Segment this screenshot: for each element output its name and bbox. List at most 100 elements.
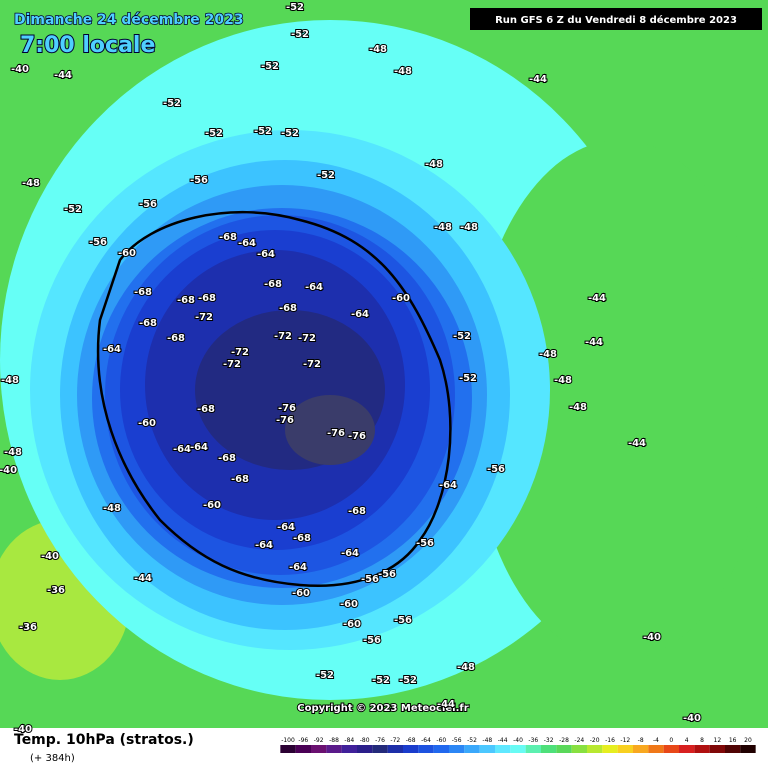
legend-swatch — [295, 745, 311, 753]
contour-label: -68 — [279, 303, 297, 314]
legend-tick-label: -64 — [421, 737, 431, 744]
contour-label: -48 — [369, 44, 387, 55]
legend-swatch — [541, 745, 557, 753]
legend-tick-label: -68 — [406, 737, 416, 744]
contour-label: -44 — [529, 74, 547, 85]
legend-tick-label: -8 — [638, 737, 644, 744]
contour-label: -76 — [348, 431, 366, 442]
contour-label: -64 — [439, 480, 457, 491]
legend-tick-label: -88 — [329, 737, 339, 744]
contour-label: -52 — [163, 98, 181, 109]
contour-label: -68 — [231, 474, 249, 485]
legend-swatch — [403, 745, 419, 753]
legend-tick-label: -56 — [452, 737, 462, 744]
contour-label: -48 — [1, 375, 19, 386]
contour-label: -64 — [351, 309, 369, 320]
contour-label: -68 — [218, 453, 236, 464]
contour-label: -60 — [118, 248, 136, 259]
legend-tick-label: -20 — [590, 737, 600, 744]
contour-label: -40 — [14, 724, 32, 735]
forecast-time: 7:00 locale — [20, 33, 155, 58]
legend-tick-label: -24 — [574, 737, 584, 744]
legend-swatch — [602, 745, 618, 753]
contour-label: -40 — [41, 551, 59, 562]
contour-label: -76 — [276, 415, 294, 426]
contour-label: -72 — [274, 331, 292, 342]
contour-label: -44 — [437, 699, 455, 710]
contour-label: -52 — [205, 128, 223, 139]
legend-swatch — [587, 745, 603, 753]
contour-label: -68 — [219, 232, 237, 243]
contour-label: -72 — [223, 359, 241, 370]
legend-swatch — [571, 745, 587, 753]
contour-label: -60 — [343, 619, 361, 630]
contour-label: -60 — [292, 588, 310, 599]
contour-label: -60 — [203, 500, 221, 511]
legend-swatch — [525, 745, 541, 753]
legend-tick-label: -48 — [482, 737, 492, 744]
legend-swatch — [311, 745, 327, 753]
contour-label: -68 — [198, 293, 216, 304]
legend-swatch — [617, 745, 633, 753]
legend-swatch — [326, 745, 342, 753]
contour-label: -72 — [298, 333, 316, 344]
legend-tick-label: -76 — [375, 737, 385, 744]
contour-label: -44 — [628, 438, 646, 449]
legend-tick-label: 20 — [744, 737, 752, 744]
contour-label: -48 — [554, 375, 572, 386]
legend-swatch — [709, 745, 725, 753]
legend-swatch — [495, 745, 511, 753]
contour-label: -48 — [425, 159, 443, 170]
contour-label: -52 — [459, 373, 477, 384]
temp-zone — [285, 395, 375, 465]
contour-label: -56 — [190, 175, 208, 186]
contour-label: -52 — [372, 675, 390, 686]
copyright: Copyright © 2023 Meteociel.fr — [297, 703, 468, 714]
contour-label: -52 — [261, 61, 279, 72]
legend-tick-label: -72 — [390, 737, 400, 744]
contour-label: -48 — [539, 349, 557, 360]
contour-label: -44 — [588, 293, 606, 304]
legend-tick-label: -60 — [436, 737, 446, 744]
legend-swatch — [418, 745, 434, 753]
contour-label: -36 — [19, 622, 37, 633]
legend-swatch — [387, 745, 403, 753]
contour-label: -64 — [341, 548, 359, 559]
legend-swatch — [372, 745, 388, 753]
contour-label: -36 — [47, 585, 65, 596]
legend-tick-label: -84 — [344, 737, 354, 744]
contour-label: -72 — [231, 347, 249, 358]
contour-label: -44 — [134, 573, 152, 584]
legend-swatch — [341, 745, 357, 753]
contour-label: -48 — [22, 178, 40, 189]
contour-label: -40 — [683, 713, 701, 724]
legend-swatch — [433, 745, 449, 753]
contour-label: -56 — [361, 574, 379, 585]
contour-label: -40 — [11, 64, 29, 75]
contour-label: -44 — [54, 70, 72, 81]
contour-label: -48 — [394, 66, 412, 77]
contour-label: -52 — [64, 204, 82, 215]
contour-label: -68 — [348, 506, 366, 517]
contour-label: -52 — [317, 170, 335, 181]
contour-label: -64 — [255, 540, 273, 551]
contour-label: -52 — [286, 2, 304, 13]
footer-lead: (+ 384h) — [30, 753, 75, 764]
legend-swatch — [679, 745, 695, 753]
contour-label: -48 — [457, 662, 475, 673]
legend-tick-label: -4 — [653, 737, 659, 744]
contour-label: -60 — [392, 293, 410, 304]
contour-label: -76 — [278, 403, 296, 414]
contour-label: -76 — [327, 428, 345, 439]
contour-label: -56 — [487, 464, 505, 475]
contour-label: -68 — [293, 533, 311, 544]
legend-tick-label: -44 — [498, 737, 508, 744]
legend-swatch — [510, 745, 526, 753]
contour-label: -72 — [303, 359, 321, 370]
contour-label: -56 — [89, 237, 107, 248]
legend-tick-label: -16 — [605, 737, 615, 744]
legend-tick-label: -12 — [620, 737, 630, 744]
legend-swatch — [694, 745, 710, 753]
contour-label: -68 — [139, 318, 157, 329]
